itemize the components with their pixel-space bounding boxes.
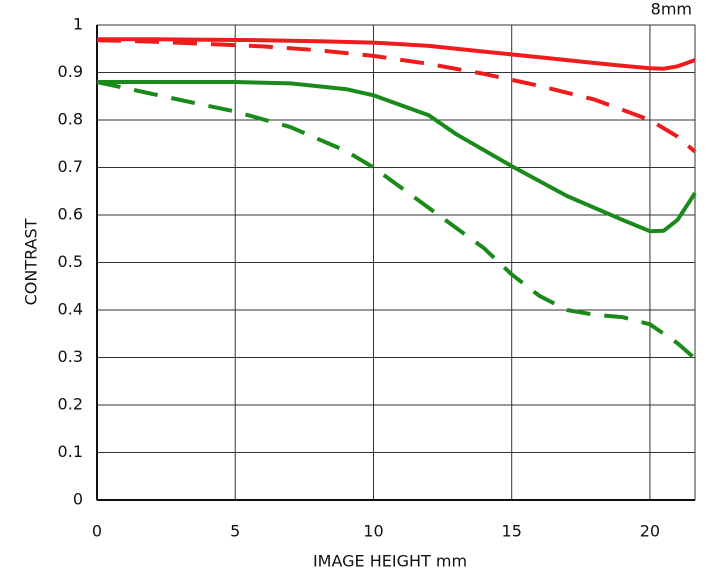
- y-tick-label: 0.6: [58, 205, 83, 224]
- series-line: [97, 80, 697, 234]
- y-tick-label: 0.1: [58, 442, 83, 461]
- series-line: [97, 37, 696, 71]
- y-tick-label: 0.5: [58, 252, 83, 271]
- y-axis-label: CONTRAST: [22, 218, 41, 305]
- y-tick-label: 0: [73, 490, 83, 509]
- y-tick-label: 0.2: [58, 395, 83, 414]
- x-axis-label: IMAGE HEIGHT mm: [313, 552, 467, 570]
- chart-title: 8mm: [651, 0, 692, 19]
- y-tick-label: 0.4: [58, 300, 83, 319]
- x-tick-label: 0: [92, 522, 102, 541]
- x-tick-label: 15: [502, 522, 522, 541]
- series-line: [96, 80, 697, 361]
- x-tick-label: 20: [640, 522, 660, 541]
- x-tick-label: 10: [363, 522, 383, 541]
- y-tick-label: 1: [73, 15, 83, 34]
- y-tick-label: 0.9: [58, 62, 83, 81]
- series-line: [96, 38, 697, 154]
- y-tick-label: 0.3: [58, 347, 83, 366]
- y-tick-label: 0.8: [58, 110, 83, 129]
- x-tick-label: 5: [230, 522, 240, 541]
- y-tick-label: 0.7: [58, 157, 83, 176]
